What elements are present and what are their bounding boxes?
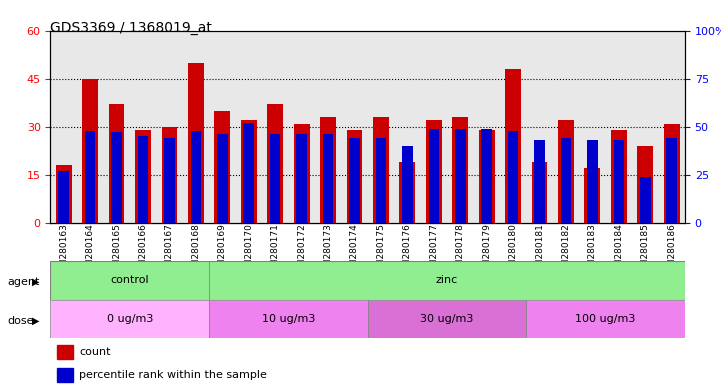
Bar xyxy=(109,104,125,223)
Bar xyxy=(138,136,149,223)
Text: GSM280164: GSM280164 xyxy=(86,223,94,278)
Bar xyxy=(531,162,547,223)
Text: GSM280170: GSM280170 xyxy=(244,223,253,278)
Text: GSM280185: GSM280185 xyxy=(641,223,650,278)
Text: GSM280173: GSM280173 xyxy=(324,223,332,278)
Bar xyxy=(402,146,412,223)
Bar xyxy=(209,261,685,300)
Text: GSM280178: GSM280178 xyxy=(456,223,465,278)
Bar xyxy=(56,165,71,223)
Bar xyxy=(50,300,209,338)
Text: 10 ug/m3: 10 ug/m3 xyxy=(262,314,315,324)
Bar xyxy=(267,104,283,223)
Bar xyxy=(368,300,526,338)
Text: ▶: ▶ xyxy=(32,316,40,326)
Bar xyxy=(296,134,307,223)
Bar xyxy=(85,131,95,223)
Bar xyxy=(534,140,545,223)
Text: GSM280166: GSM280166 xyxy=(138,223,148,278)
Bar xyxy=(57,345,73,359)
Bar xyxy=(561,138,571,223)
Text: GSM280186: GSM280186 xyxy=(667,223,676,278)
Text: GSM280184: GSM280184 xyxy=(614,223,624,278)
Bar xyxy=(373,117,389,223)
Text: 30 ug/m3: 30 ug/m3 xyxy=(420,314,474,324)
Bar xyxy=(323,134,333,223)
Bar xyxy=(209,300,368,338)
Text: GSM280169: GSM280169 xyxy=(218,223,227,278)
Bar xyxy=(611,130,627,223)
Bar xyxy=(82,79,98,223)
Text: GSM280168: GSM280168 xyxy=(191,223,200,278)
Bar xyxy=(455,129,466,223)
Bar xyxy=(428,129,439,223)
Bar xyxy=(58,171,69,223)
Bar xyxy=(190,131,201,223)
Bar xyxy=(270,134,280,223)
Text: GSM280163: GSM280163 xyxy=(59,223,68,278)
Text: GSM280175: GSM280175 xyxy=(376,223,386,278)
Bar xyxy=(452,117,468,223)
Text: GSM280167: GSM280167 xyxy=(165,223,174,278)
Bar xyxy=(50,261,209,300)
Text: GSM280181: GSM280181 xyxy=(535,223,544,278)
Bar xyxy=(614,140,624,223)
Bar xyxy=(244,123,254,223)
Text: 0 ug/m3: 0 ug/m3 xyxy=(107,314,153,324)
Bar xyxy=(587,140,598,223)
Bar xyxy=(293,124,309,223)
Bar xyxy=(637,146,653,223)
Bar xyxy=(214,111,230,223)
Bar xyxy=(526,300,685,338)
Text: GSM280180: GSM280180 xyxy=(508,223,518,278)
Text: GSM280182: GSM280182 xyxy=(562,223,570,278)
Bar xyxy=(426,120,442,223)
Bar xyxy=(111,132,122,223)
Text: 100 ug/m3: 100 ug/m3 xyxy=(575,314,636,324)
Bar xyxy=(188,63,204,223)
Text: GSM280183: GSM280183 xyxy=(588,223,597,278)
Text: GSM280174: GSM280174 xyxy=(350,223,359,278)
Bar xyxy=(482,129,492,223)
Bar xyxy=(508,131,518,223)
Bar xyxy=(664,124,680,223)
Bar xyxy=(164,138,174,223)
Bar xyxy=(217,134,228,223)
Text: count: count xyxy=(79,347,110,357)
Bar xyxy=(479,130,495,223)
Bar xyxy=(666,138,677,223)
Bar xyxy=(241,120,257,223)
Text: GDS3369 / 1368019_at: GDS3369 / 1368019_at xyxy=(50,21,213,35)
Text: GSM280172: GSM280172 xyxy=(297,223,306,278)
Bar xyxy=(399,162,415,223)
Bar xyxy=(558,120,574,223)
Text: dose: dose xyxy=(7,316,34,326)
Text: control: control xyxy=(110,275,149,285)
Text: GSM280171: GSM280171 xyxy=(270,223,280,278)
Text: GSM280176: GSM280176 xyxy=(403,223,412,278)
Bar xyxy=(505,69,521,223)
Bar xyxy=(640,177,650,223)
Bar xyxy=(135,130,151,223)
Bar xyxy=(376,138,386,223)
Bar xyxy=(320,117,336,223)
Bar xyxy=(162,127,177,223)
Text: GSM280177: GSM280177 xyxy=(429,223,438,278)
Text: GSM280179: GSM280179 xyxy=(482,223,491,278)
Bar xyxy=(349,138,360,223)
Bar xyxy=(585,168,601,223)
Text: agent: agent xyxy=(7,277,40,287)
Bar xyxy=(347,130,363,223)
Text: zinc: zinc xyxy=(436,275,458,285)
Text: ▶: ▶ xyxy=(32,277,40,287)
Text: percentile rank within the sample: percentile rank within the sample xyxy=(79,370,267,380)
Text: GSM280165: GSM280165 xyxy=(112,223,121,278)
Bar xyxy=(57,368,73,382)
